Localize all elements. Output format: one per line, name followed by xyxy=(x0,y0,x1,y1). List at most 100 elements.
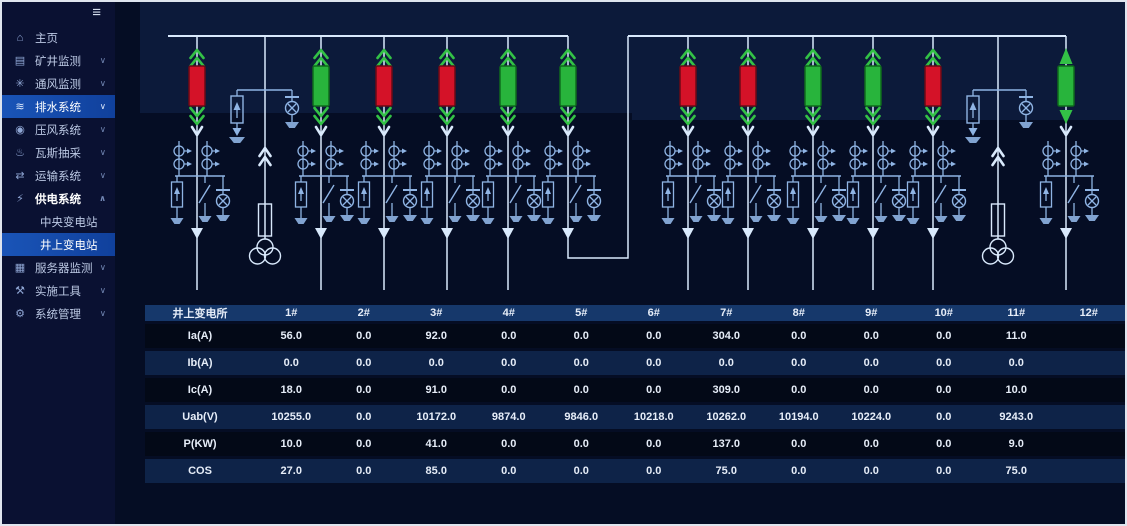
feeder-2[interactable] xyxy=(294,36,355,290)
breaker-1-icon[interactable] xyxy=(188,65,206,107)
feeder-7[interactable] xyxy=(661,36,722,290)
breaker-6-icon[interactable] xyxy=(559,65,577,107)
value-cell xyxy=(1052,324,1125,348)
sidebar-item-transport-system[interactable]: ⇄ 运输系统 ∨ xyxy=(0,164,115,187)
value-cell: 10224.0 xyxy=(835,405,908,429)
sidebar-item-surface-substation[interactable]: 井上变电站 xyxy=(0,233,115,256)
value-cell: 0.0 xyxy=(690,351,763,375)
sidebar-item-air-compression-system[interactable]: ◉ 压风系统 ∨ xyxy=(0,118,115,141)
value-cell: 0.0 xyxy=(980,351,1053,375)
value-cell: 56.0 xyxy=(255,324,328,348)
table-row: P(KW) 10.0 0.0 41.0 0.0 0.0 0.0 137.0 0.0 0.0 0.0 9… xyxy=(145,432,1125,456)
value-cell: 0.0 xyxy=(835,324,908,348)
value-cell: 0.0 xyxy=(835,351,908,375)
sidebar-item-label: 通风监测 xyxy=(35,78,81,91)
value-cell: 0.0 xyxy=(617,324,690,348)
breaker-5-icon[interactable] xyxy=(499,65,517,107)
sidebar-item-drainage-system[interactable]: ≋ 排水系统 ∨ xyxy=(0,95,115,118)
sidebar-item-server-monitoring[interactable]: ▦ 服务器监测 ∨ xyxy=(0,256,115,279)
value-cell: 0.0 xyxy=(907,324,980,348)
server-monitoring-icon: ▦ xyxy=(14,262,26,274)
row-label: COS xyxy=(145,459,255,483)
sidebar-item-system-management[interactable]: ⚙ 系统管理 ∨ xyxy=(0,302,115,325)
sidebar-item-mine-monitoring[interactable]: ▤ 矿井监测 ∨ xyxy=(0,49,115,72)
power-supply-system-icon: ⚡ xyxy=(16,193,24,205)
ventilation-monitoring-icon: ✳ xyxy=(15,78,25,90)
sidebar-item-ventilation-monitoring[interactable]: ✳ 通风监测 ∨ xyxy=(0,72,115,95)
transport-system-icon: ⇄ xyxy=(15,170,25,182)
sidebar-item-gas-extraction[interactable]: ♨ 瓦斯抽采 ∨ xyxy=(0,141,115,164)
sidebar-item-label: 运输系统 xyxy=(35,170,81,183)
row-label: Ia(A) xyxy=(145,324,255,348)
table-row: Ia(A) 56.0 0.0 92.0 0.0 0.0 0.0 304.0 0.0 0.0 0.0 1… xyxy=(145,324,1125,348)
breaker-8-icon[interactable] xyxy=(739,65,757,107)
value-cell: 0.0 xyxy=(327,459,400,483)
feeder-10[interactable] xyxy=(846,36,907,290)
feeder-11[interactable] xyxy=(906,36,967,290)
feeder-8[interactable] xyxy=(721,36,782,290)
chevron-down-icon: ∨ xyxy=(99,170,106,180)
value-cell: 0.0 xyxy=(400,351,473,375)
value-cell: 27.0 xyxy=(255,459,328,483)
sidebar-item-power-supply-system[interactable]: ⚡ 供电系统 ∧ xyxy=(0,187,115,210)
value-cell: 9.0 xyxy=(980,432,1053,456)
table-row: Ib(A) 0.0 0.0 0.0 0.0 0.0 0.0 0.0 0.0 0.0 0.0 0.0 xyxy=(145,351,1125,375)
value-cell: 0.0 xyxy=(762,351,835,375)
breaker-2-icon[interactable] xyxy=(312,65,330,107)
column-header: 10# xyxy=(907,305,980,321)
value-cell: 0.0 xyxy=(472,459,545,483)
sidebar-item-central-substation[interactable]: 中央变电站 xyxy=(0,210,115,233)
breaker-7-icon[interactable] xyxy=(679,65,697,107)
value-cell xyxy=(1052,459,1125,483)
single-line-diagram xyxy=(140,0,1127,290)
row-label: Uab(V) xyxy=(145,405,255,429)
feeder-3[interactable] xyxy=(357,36,418,290)
value-cell: 91.0 xyxy=(400,378,473,402)
value-cell: 0.0 xyxy=(545,432,618,456)
value-cell: 10.0 xyxy=(980,378,1053,402)
value-cell: 0.0 xyxy=(327,378,400,402)
feeder-9[interactable] xyxy=(786,36,847,290)
sidebar-item-label: 中央变电站 xyxy=(40,216,98,229)
chevron-down-icon: ∨ xyxy=(99,78,106,88)
sidebar-item-home[interactable]: ⌂ 主页 xyxy=(0,26,115,49)
chevron-down-icon: ∨ xyxy=(99,262,106,272)
value-cell: 0.0 xyxy=(327,324,400,348)
home-icon: ⌂ xyxy=(16,31,24,44)
breaker-10-icon[interactable] xyxy=(864,65,882,107)
menu-toggle-button[interactable]: ≡ xyxy=(92,4,102,21)
value-cell: 0.0 xyxy=(472,351,545,375)
row-label: P(KW) xyxy=(145,432,255,456)
value-cell: 0.0 xyxy=(762,324,835,348)
row-label: Ib(A) xyxy=(145,351,255,375)
value-cell xyxy=(1052,351,1125,375)
station-transformer-branch-left[interactable] xyxy=(229,36,300,265)
station-transformer-branch-right[interactable] xyxy=(965,36,1034,265)
breaker-4-icon[interactable] xyxy=(438,65,456,107)
sidebar-menu: ⌂ 主页 ▤ 矿井监测 ∨ ✳ 通风监测 ∨ ≋ 排水系统 ∨ ◉ 压风系统 ∨ ♨ 瓦斯抽采 ∨ ⇄ 运输系统 ∨ ⚡… xyxy=(0,26,115,325)
feeder-6[interactable] xyxy=(541,36,602,240)
value-cell: 0.0 xyxy=(617,378,690,402)
table-row: COS 27.0 0.0 85.0 0.0 0.0 0.0 75.0 0.0 0.0 0.0 75.0 xyxy=(145,459,1125,483)
sidebar-item-implementation-tools[interactable]: ⚒ 实施工具 ∨ xyxy=(0,279,115,302)
transformer-icon xyxy=(981,238,1015,265)
value-cell: 9846.0 xyxy=(545,405,618,429)
breaker-9-icon[interactable] xyxy=(804,65,822,107)
value-cell xyxy=(1052,405,1125,429)
value-cell: 0.0 xyxy=(835,378,908,402)
chevron-down-icon: ∨ xyxy=(99,124,106,134)
value-cell: 0.0 xyxy=(835,459,908,483)
breaker-12-icon[interactable] xyxy=(1057,65,1075,107)
feeder-4[interactable] xyxy=(420,36,481,290)
value-cell: 0.0 xyxy=(327,405,400,429)
feeder-5[interactable] xyxy=(481,36,542,290)
value-cell: 92.0 xyxy=(400,324,473,348)
feeder-12[interactable] xyxy=(1039,36,1100,290)
breaker-3-icon[interactable] xyxy=(375,65,393,107)
chevron-down-icon: ∨ xyxy=(99,147,106,157)
value-cell: 0.0 xyxy=(545,459,618,483)
table-row: Uab(V) 10255.0 0.0 10172.0 9874.0 9846.0 10218… xyxy=(145,405,1125,429)
breaker-11-icon[interactable] xyxy=(924,65,942,107)
chevron-down-icon: ∨ xyxy=(99,101,106,111)
feeder-1[interactable] xyxy=(170,36,231,290)
